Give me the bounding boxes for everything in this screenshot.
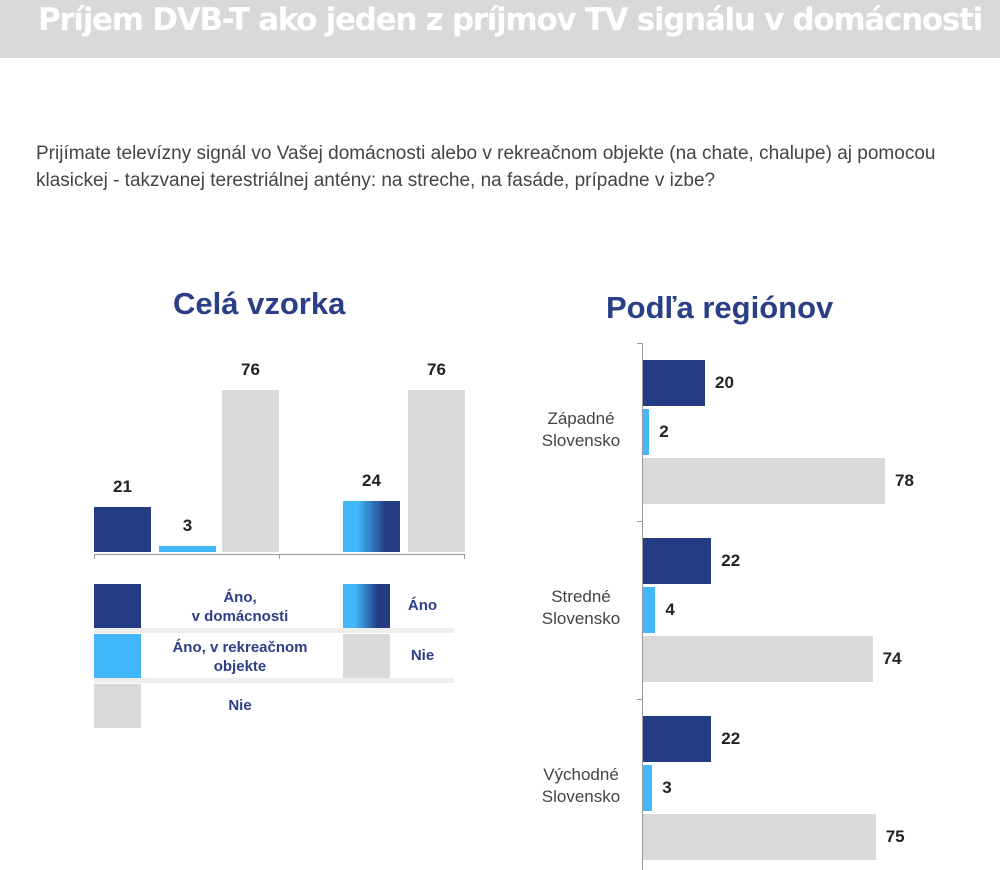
axis-tick (637, 699, 642, 700)
chart-title-whole-sample: Celá vzorka (173, 286, 346, 321)
data-label: 2 (659, 422, 669, 441)
legend-label: Áno (407, 597, 438, 614)
legend-label: Áno, v rekreačnom objekte (172, 639, 308, 675)
survey-question: Prijímate televízny signál vo Vašej domá… (36, 143, 936, 191)
data-label: 22 (721, 551, 741, 570)
data-label: 76 (427, 360, 446, 379)
category-label: Západné Slovensko (541, 409, 621, 450)
chart-title-regions: Podľa regiónov (606, 290, 834, 325)
legend-swatch (94, 684, 141, 728)
category-label: Stredné Slovensko (541, 587, 621, 628)
bar (222, 390, 279, 552)
y-axis (642, 343, 643, 870)
bar (343, 500, 400, 552)
data-label: 74 (882, 649, 902, 668)
data-label: 78 (895, 471, 914, 490)
bar (643, 458, 885, 504)
axis-tick (464, 554, 465, 559)
bar (643, 538, 712, 584)
legend-swatch (94, 584, 141, 628)
bar (643, 587, 656, 633)
legend-separator (94, 628, 454, 633)
data-label: 22 (721, 729, 741, 748)
page-title: Príjem DVB-T ako jeden z príjmov TV sign… (38, 2, 983, 38)
bar (643, 765, 653, 811)
bar (643, 360, 706, 406)
legend-swatch (343, 634, 390, 678)
data-label: 3 (662, 778, 672, 797)
bar (408, 390, 465, 552)
data-label: 76 (241, 360, 260, 379)
bar (94, 507, 151, 552)
title-band (0, 0, 1000, 58)
axis-tick (279, 554, 280, 559)
axis-tick (94, 554, 95, 559)
legend-label: Nie (228, 697, 252, 714)
axis-tick (637, 343, 642, 344)
data-label: 24 (362, 470, 381, 490)
legend-swatch (94, 634, 141, 678)
data-label: 20 (715, 373, 734, 392)
legend-label: Nie (410, 647, 435, 664)
axis-tick (637, 521, 642, 522)
bar (643, 814, 876, 860)
category-label: Východné Slovensko (541, 765, 621, 806)
bar (159, 545, 216, 552)
data-label: 75 (885, 827, 905, 846)
legend-label: Áno, v domácnosti (191, 589, 289, 625)
legend-swatch (343, 584, 390, 628)
bar (643, 409, 650, 455)
data-label: 4 (665, 600, 675, 619)
legend-separator (94, 678, 454, 683)
data-label: 3 (182, 515, 193, 535)
bar (643, 716, 712, 762)
bar (643, 636, 873, 682)
data-label: 21 (113, 477, 132, 497)
